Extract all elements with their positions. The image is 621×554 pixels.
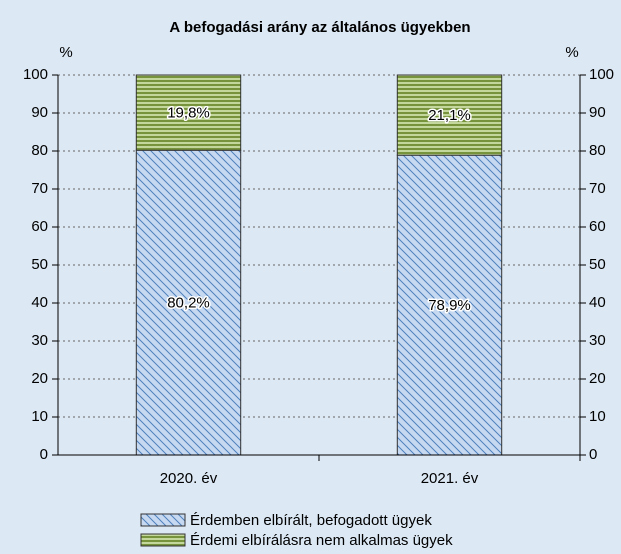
- y-tick-label: 70: [31, 180, 48, 197]
- y2-tick-label: 50: [589, 256, 606, 273]
- bar-segment: [135, 149, 242, 456]
- y-tick-label: 10: [31, 408, 48, 425]
- legend-swatch: [140, 533, 186, 547]
- y2-tick-label: 40: [589, 294, 606, 311]
- x-tick-label: 2021. év: [421, 470, 479, 487]
- y2-tick-label: 0: [589, 446, 597, 463]
- y2-tick-label: 30: [589, 332, 606, 349]
- legend-label: Érdemi elbírálásra nem alkalmas ügyek: [190, 532, 453, 549]
- data-label: 19,8%: [167, 105, 210, 122]
- y2-tick-label: 80: [589, 142, 606, 159]
- legend-swatch: [140, 513, 186, 527]
- y2-tick-label: 60: [589, 218, 606, 235]
- y-tick-label: 0: [40, 446, 48, 463]
- data-label: 80,2%: [167, 295, 210, 312]
- legend-label: Érdemben elbírált, befogadott ügyek: [190, 512, 432, 529]
- y-tick-label: 100: [23, 66, 48, 83]
- y-tick-label: 30: [31, 332, 48, 349]
- bar-segment: [396, 74, 503, 156]
- y2-tick-label: 70: [589, 180, 606, 197]
- x-tick-label: 2020. év: [160, 470, 218, 487]
- y2-tick-label: 100: [589, 66, 614, 83]
- data-label: 78,9%: [428, 297, 471, 314]
- chart-title: A befogadási arány az általános ügyekben: [169, 19, 470, 36]
- y2-tick-label: 90: [589, 104, 606, 121]
- data-label: 21,1%: [428, 107, 471, 124]
- y-tick-label: 50: [31, 256, 48, 273]
- y-tick-label: 90: [31, 104, 48, 121]
- y-tick-label: 60: [31, 218, 48, 235]
- y-tick-label: 20: [31, 370, 48, 387]
- bar-segment: [135, 74, 242, 151]
- y2-tick-label: 10: [589, 408, 606, 425]
- y-axis-label: %: [59, 44, 72, 61]
- y-tick-label: 40: [31, 294, 48, 311]
- y-tick-label: 80: [31, 142, 48, 159]
- y2-tick-label: 20: [589, 370, 606, 387]
- y2-axis-label: %: [565, 44, 578, 61]
